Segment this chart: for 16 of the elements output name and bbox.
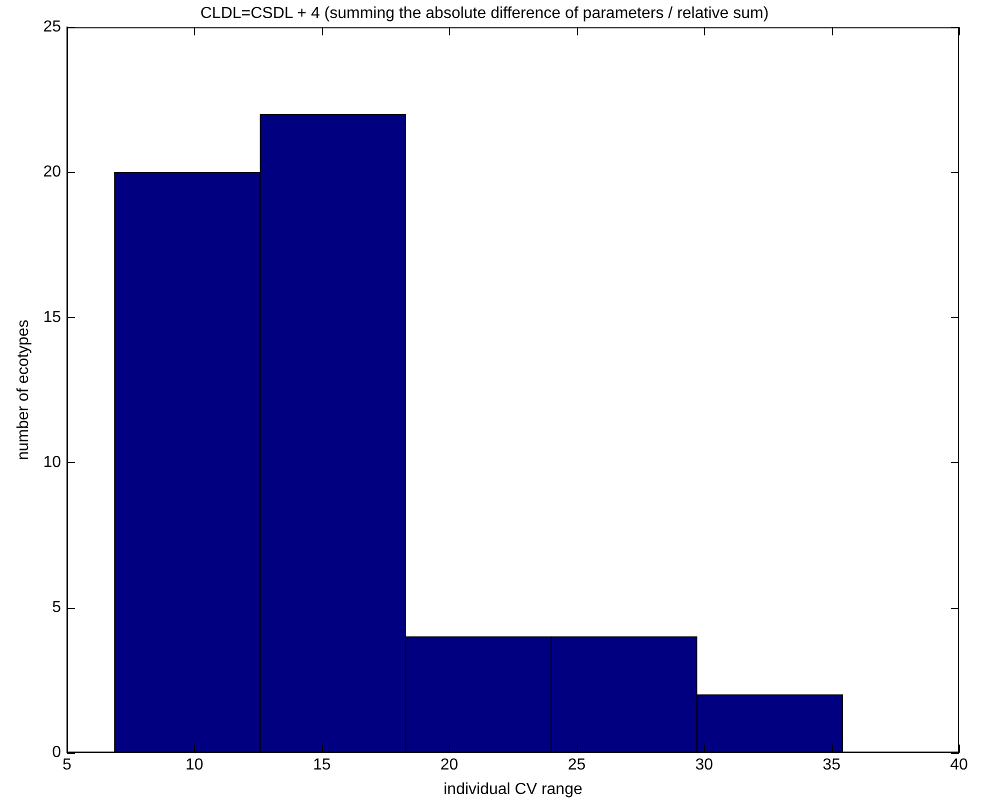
x-tick-label: 30 xyxy=(695,756,714,774)
y-tick-label: 10 xyxy=(43,454,62,471)
x-tick-label: 20 xyxy=(440,756,458,774)
x-tick-label: 10 xyxy=(186,756,204,774)
x-tick-label: 25 xyxy=(568,756,586,774)
y-tick-label: 20 xyxy=(43,164,62,181)
x-axis-title: individual CV range xyxy=(444,780,582,798)
y-axis-title: number of ecotypes xyxy=(15,320,32,460)
x-tick-label: 15 xyxy=(312,756,331,774)
y-tick-label: 25 xyxy=(43,18,62,36)
chart-title: CLDL=CSDL + 4 (summing the absolute difference of parameters / relative sum) xyxy=(200,5,769,22)
y-tick-label: 0 xyxy=(52,744,62,762)
y-tick-label: 15 xyxy=(43,308,62,326)
x-tick-label: 40 xyxy=(950,756,968,774)
x-tick-label: 35 xyxy=(822,756,841,774)
y-tick-label: 5 xyxy=(52,598,62,616)
